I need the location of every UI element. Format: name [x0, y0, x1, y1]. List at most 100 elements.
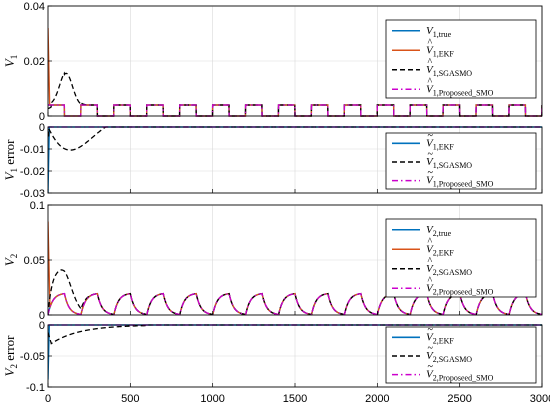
legend-label: V2,SGASMO: [426, 263, 472, 277]
y-axis-label: V2 error: [2, 335, 19, 377]
y-axis-label-subscript: 1: [9, 168, 19, 173]
y-tick-label: 0.1: [30, 200, 45, 212]
hat-accent: ^: [428, 37, 433, 48]
y-tick-label: -0.03: [20, 188, 45, 200]
legend-label: V2,EKF: [426, 243, 454, 257]
y-tick-label: 0.02: [24, 56, 45, 68]
legend-label-subscript: 2,EKF: [433, 248, 455, 257]
tilde-accent: ~: [428, 343, 434, 354]
legend: V2,trueV2,EKF^V2,SGASMO^V2,Proposeed_SMO…: [385, 218, 537, 298]
legend-label-subscript: 1,Proposeed_SMO: [433, 88, 494, 97]
y-tick-label: 0: [39, 320, 45, 332]
legend-label-symbol: V: [426, 224, 434, 236]
y-axis-label: V1 error: [2, 139, 19, 181]
legend-label: V1,EKF: [426, 44, 454, 58]
legend-label-subscript: 2,true: [433, 229, 452, 238]
y-axis-label-subscript: 2: [9, 254, 19, 259]
y-axis-label-subscript: 1: [9, 55, 19, 60]
legend-label-symbol: V: [426, 25, 434, 37]
tilde-accent: ~: [428, 130, 434, 141]
legend-label-symbol: V: [426, 64, 434, 76]
legend-label: V1,Proposeed_SMO: [426, 83, 494, 97]
legend-label-subscript: 2,SGASMO: [433, 355, 473, 364]
x-tick-label: 2000: [365, 393, 389, 405]
legend-label-subscript: 2,SGASMO: [433, 268, 473, 277]
x-tick-label: 1000: [200, 393, 224, 405]
legend-label: V2,EKF: [426, 331, 454, 345]
y-tick-label: -0.05: [20, 351, 45, 363]
tilde-accent: ~: [428, 168, 434, 179]
legend-box: [385, 132, 537, 190]
tilde-accent: ~: [428, 362, 434, 373]
y-tick-label: 0.05: [24, 255, 45, 267]
panel-3: 00.050.1V2V2,trueV2,EKF^V2,SGASMO^V2,Pro…: [2, 200, 543, 322]
legend-box: [385, 218, 537, 298]
legend-label-symbol: V: [426, 369, 434, 381]
y-axis-label-symbol: V: [2, 57, 17, 67]
legend-label-symbol: V: [426, 282, 434, 294]
legend-label-subscript: 2,EKF: [433, 336, 455, 345]
y-tick-label: -0.01: [20, 144, 45, 156]
y-axis-label-suffix: error: [2, 139, 17, 168]
legend-label: V1,Proposeed_SMO: [426, 175, 494, 189]
tilde-accent: ~: [428, 149, 434, 160]
legend-label-symbol: V: [426, 350, 434, 362]
tilde-accent: ~: [428, 324, 434, 335]
y-tick-label: -0.1: [26, 382, 45, 394]
legend-label-symbol: V: [426, 243, 434, 255]
legend-label-subscript: 1,SGASMO: [433, 161, 473, 170]
hat-accent: ^: [428, 256, 433, 267]
hat-accent: ^: [428, 275, 433, 286]
legend-label: V2,Proposeed_SMO: [426, 369, 494, 383]
y-tick-label: -0.02: [20, 166, 45, 178]
legend-label-subscript: 1,Proposeed_SMO: [433, 180, 494, 189]
legend-box: [385, 326, 537, 384]
y-axis-label: V2: [2, 254, 19, 266]
y-tick-label: 0.04: [24, 1, 45, 13]
y-axis-label-symbol: V: [2, 170, 17, 180]
legend-label-symbol: V: [426, 175, 434, 187]
legend: V1,trueV1,EKF^V1,SGASMO^V1,Proposeed_SMO…: [385, 19, 537, 99]
x-tick-label: 0: [45, 393, 51, 405]
legend-label-subscript: 1,SGASMO: [433, 69, 473, 78]
legend: V1,EKF~V1,SGASMO~V1,Proposeed_SMO~: [385, 130, 537, 190]
legend-label-symbol: V: [426, 156, 434, 168]
legend-label: V1,SGASMO: [426, 156, 472, 170]
panel-1: 00.020.04V1V1,trueV1,EKF^V1,SGASMO^V1,Pr…: [2, 1, 543, 123]
legend-label-symbol: V: [426, 263, 434, 275]
y-axis-label: V1: [2, 55, 19, 67]
y-axis-label-suffix: error: [2, 335, 17, 364]
legend-label-symbol: V: [426, 137, 434, 149]
legend-label: V1,EKF: [426, 137, 454, 151]
y-axis-label-subscript: 2: [9, 364, 19, 369]
y-tick-label: 0: [39, 310, 45, 322]
legend-label-subscript: 1,EKF: [433, 142, 455, 151]
hat-accent: ^: [428, 76, 433, 87]
legend-label: V1,true: [426, 25, 452, 39]
y-axis-label-symbol: V: [2, 366, 17, 376]
x-tick-label: 2500: [447, 393, 471, 405]
legend-label: V2,SGASMO: [426, 350, 472, 364]
legend-label: V1,SGASMO: [426, 64, 472, 78]
legend-label-symbol: V: [426, 331, 434, 343]
hat-accent: ^: [428, 236, 433, 247]
legend-label-subscript: 1,true: [433, 30, 452, 39]
legend-label-symbol: V: [426, 44, 434, 56]
hat-accent: ^: [428, 57, 433, 68]
legend-label: V2,true: [426, 224, 452, 238]
legend-label-subscript: 2,Proposeed_SMO: [433, 374, 494, 383]
legend-label-subscript: 1,EKF: [433, 49, 455, 58]
x-tick-label: 500: [121, 393, 139, 405]
legend: V2,EKF~V2,SGASMO~V2,Proposeed_SMO~: [385, 324, 537, 384]
y-axis-label-symbol: V: [2, 256, 17, 266]
legend-label-symbol: V: [426, 83, 434, 95]
legend-label-subscript: 2,Proposeed_SMO: [433, 287, 494, 296]
x-tick-label: 1500: [283, 393, 307, 405]
x-tick-label: 3000: [530, 393, 550, 405]
legend-box: [385, 19, 537, 99]
legend-label: V2,Proposeed_SMO: [426, 282, 494, 296]
y-tick-label: 0: [39, 111, 45, 123]
panel-4: -0.1-0.050050010001500200025003000V2 err…: [2, 320, 550, 405]
